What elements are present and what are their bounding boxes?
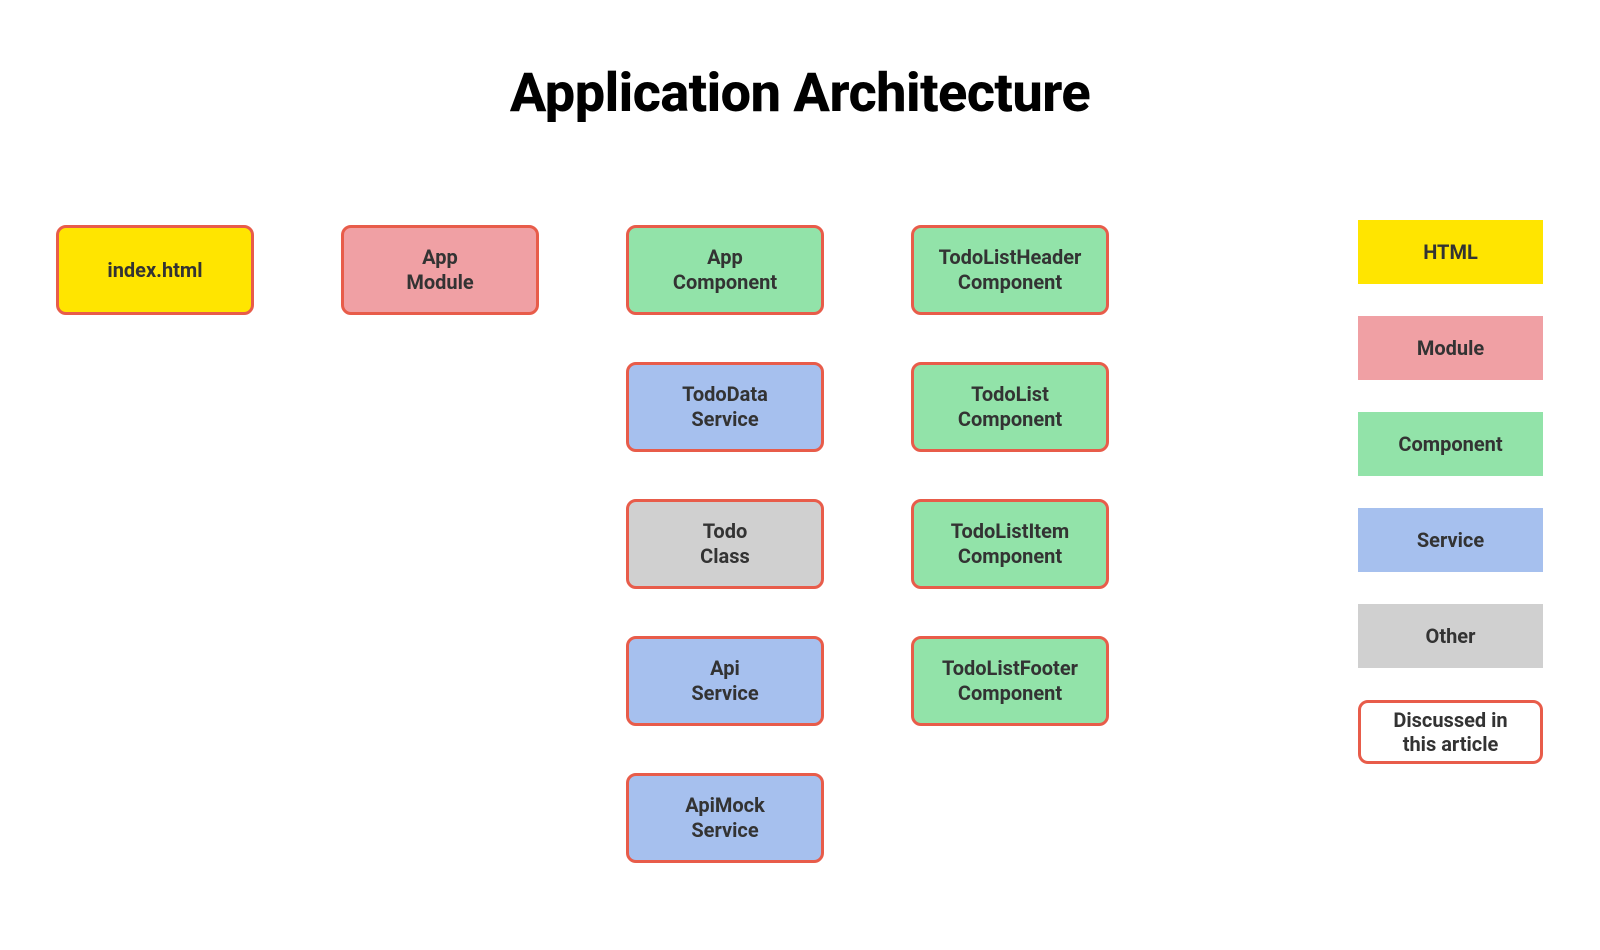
diagram-canvas: index.html App Module App Component TodoDat… — [0, 0, 1600, 950]
legend-service: Service — [1358, 508, 1543, 572]
node-todolistheader-component: TodoListHeader Component — [911, 225, 1109, 315]
node-api-service: Api Service — [626, 636, 824, 726]
node-todo-class: Todo Class — [626, 499, 824, 589]
node-todolistfooter-component: TodoListFooter Component — [911, 636, 1109, 726]
node-app-module: App Module — [341, 225, 539, 315]
legend-html: HTML — [1358, 220, 1543, 284]
legend-discussed: Discussed in this article — [1358, 700, 1543, 764]
node-todolistitem-component: TodoListItem Component — [911, 499, 1109, 589]
node-index-html: index.html — [56, 225, 254, 315]
node-todolist-component: TodoList Component — [911, 362, 1109, 452]
node-tododata-service: TodoData Service — [626, 362, 824, 452]
legend-module: Module — [1358, 316, 1543, 380]
legend-component: Component — [1358, 412, 1543, 476]
legend-other: Other — [1358, 604, 1543, 668]
node-apimock-service: ApiMock Service — [626, 773, 824, 863]
node-app-component: App Component — [626, 225, 824, 315]
